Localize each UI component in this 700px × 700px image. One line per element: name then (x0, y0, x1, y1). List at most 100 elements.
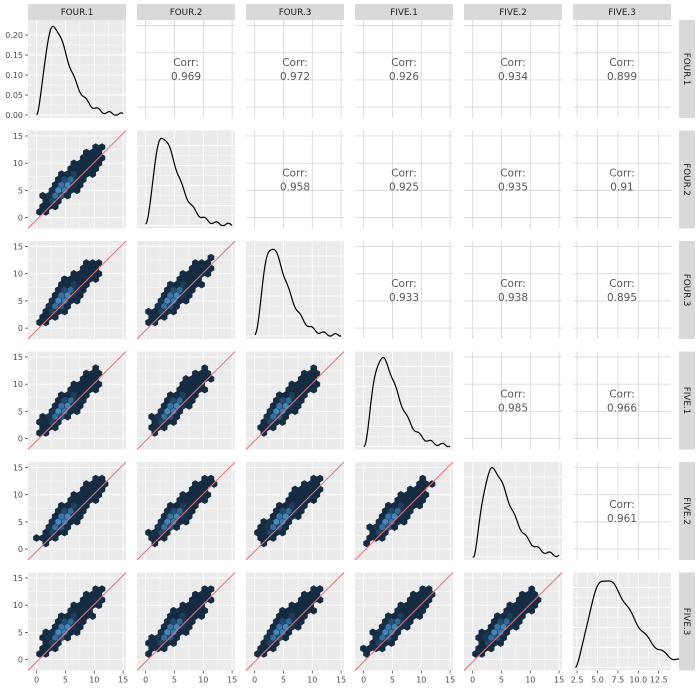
panel-background (573, 462, 671, 560)
x-tick-label: 5 (390, 676, 395, 685)
top-strip-label: FOUR.1 (61, 8, 94, 18)
corr-label: Corr: (282, 168, 308, 180)
hexbin-cell (282, 633, 289, 642)
identity-line (136, 461, 236, 561)
x-tick-label: 10 (525, 676, 535, 685)
corr-label: Corr: (609, 389, 635, 401)
top-strip-label: FOUR.2 (170, 8, 203, 18)
corr-label: Corr: (391, 278, 417, 290)
identity-line (245, 572, 345, 671)
panel-five-2-vs-five-3: Corr: 0.961 (573, 462, 671, 560)
panel-five-1-vs-five-1 (355, 351, 453, 450)
corr-label: Corr: (609, 57, 635, 69)
hexbin-cell (316, 596, 324, 604)
top-strip-label: FOUR.3 (279, 8, 312, 18)
panel-five-1-vs-five-2: Corr: 0.985 (464, 351, 562, 450)
density-curve (254, 248, 342, 337)
hexbin-cell (512, 623, 520, 631)
panel-background (573, 20, 671, 118)
density-y-tick-label: 0.10 (5, 71, 23, 80)
hexbin-cell (182, 517, 190, 526)
x-tick-label: 0 (252, 676, 257, 685)
hexbin-cell (61, 307, 68, 316)
panel-four-1-vs-four-3: Corr: 0.972 (246, 20, 344, 118)
identity-line (136, 240, 236, 340)
corr-label: Corr: (391, 168, 417, 180)
density-curve (574, 580, 680, 668)
y-tick-label: 10 (13, 491, 23, 500)
hexbin-cell (42, 429, 50, 437)
identity-line (354, 461, 454, 561)
corr-value: 0.91 (610, 182, 633, 194)
hexbin-cell (89, 170, 96, 178)
hexbin-cell (201, 385, 209, 394)
identity-line (27, 572, 127, 671)
identity-line (27, 130, 127, 229)
x-tick-label: 10 (307, 676, 317, 685)
panel-background (355, 241, 453, 339)
panel-four-2-vs-five-3: Corr: 0.91 (573, 130, 671, 229)
hexbin-cell (310, 385, 318, 394)
hexbin-cell (64, 633, 71, 642)
hexbin-cell (201, 496, 209, 505)
y-tick-label: 10 (13, 380, 23, 389)
panel-four-3-vs-five-3: Corr: 0.895 (573, 241, 671, 339)
panel-five-2-vs-five-2 (464, 462, 562, 560)
right-strip-five-3 (679, 572, 695, 671)
corr-value: 0.926 (389, 71, 419, 83)
hexbin-layer (33, 474, 109, 548)
corr-value: 0.935 (498, 182, 528, 194)
hexbin-cell (428, 480, 436, 488)
panel-four-1-vs-five-3: Corr: 0.899 (573, 20, 671, 118)
hexbin-cell (151, 429, 159, 437)
hexbin-cell (42, 539, 50, 548)
hexbin-layer (36, 585, 106, 658)
x-tick-label: 10 (89, 676, 99, 685)
hexbin-cell (42, 318, 50, 327)
right-strip-label: FOUR.1 (681, 53, 691, 86)
panel-five-1-vs-four-2 (136, 351, 236, 450)
panel-five-3-vs-five-3 (573, 572, 680, 671)
x-tick-label: 5 (499, 676, 504, 685)
hexbin-cell (182, 296, 190, 305)
corr-label: Corr: (609, 499, 635, 511)
panel-five-3-vs-four-1 (27, 572, 127, 671)
y-tick-label: 0 (18, 324, 23, 333)
panel-background (355, 130, 453, 229)
hexbin-cell (310, 496, 318, 505)
corr-value: 0.969 (171, 71, 201, 83)
panel-four-1-vs-five-2: Corr: 0.934 (464, 20, 562, 118)
hexbin-cell (372, 644, 380, 653)
panel-background (573, 241, 671, 339)
panel-background (573, 572, 671, 671)
x-tick-label: 5.0 (591, 676, 604, 685)
hexbin-cell (279, 528, 286, 537)
hexbin-cell (210, 480, 218, 488)
hexbin-cell (92, 496, 100, 505)
right-strip-label: FOUR.3 (681, 274, 691, 307)
hexbin-cell (260, 429, 268, 437)
panel-background (573, 351, 671, 450)
panel-five-1-vs-four-1 (27, 351, 127, 450)
y-tick-label: 0 (18, 545, 23, 554)
right-strip-five-2 (679, 462, 695, 560)
hexbin-cell (310, 606, 318, 615)
hexbin-cell (151, 539, 159, 548)
corr-value: 0.972 (280, 71, 310, 83)
hexbin-cell (363, 539, 370, 548)
density-y-tick-label: 0.05 (5, 91, 23, 100)
y-tick-label: 15 (13, 574, 23, 583)
hexbin-layer (257, 364, 321, 437)
x-tick-label: 5 (63, 676, 68, 685)
right-strip-five-1 (679, 351, 695, 450)
x-tick-label: 12.5 (650, 676, 668, 685)
hexbin-cell (64, 412, 71, 421)
panel-five-3-vs-four-3 (245, 572, 345, 671)
hexbin-cell (73, 186, 81, 195)
hexbin-layer (472, 585, 542, 658)
y-tick-label: 5 (18, 297, 23, 306)
hexbin-cell (207, 375, 215, 383)
identity-line (463, 572, 563, 671)
hexbin-cell (92, 275, 100, 284)
corr-value: 0.899 (607, 71, 637, 83)
